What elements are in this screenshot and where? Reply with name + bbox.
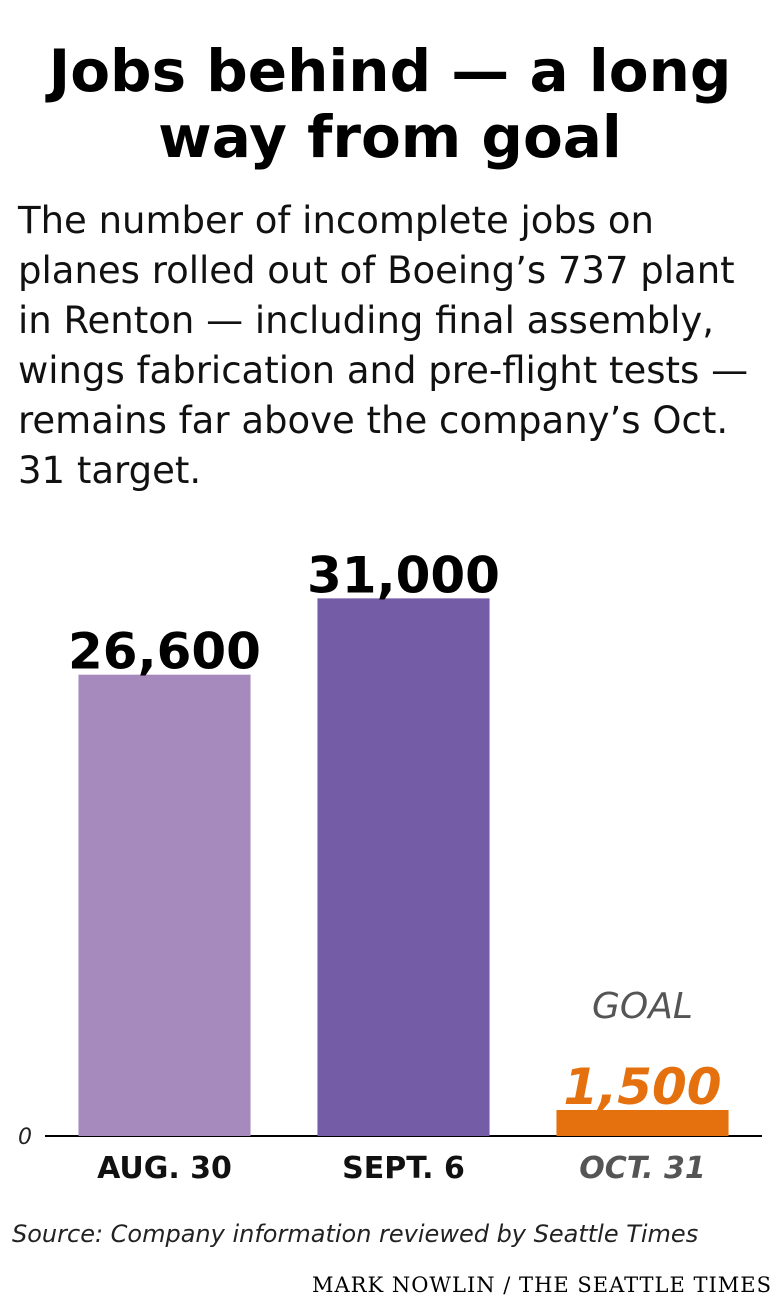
bar bbox=[556, 1109, 729, 1136]
x-tick-label: OCT. 31 bbox=[579, 1151, 705, 1186]
value-label: 31,000 bbox=[307, 546, 500, 604]
bar bbox=[78, 674, 251, 1136]
chart-subtitle: The number of incomplete jobs on planes … bbox=[18, 199, 749, 492]
value-label: 1,500 bbox=[563, 1058, 721, 1116]
value-label: 26,600 bbox=[68, 623, 261, 681]
bar bbox=[317, 598, 490, 1136]
chart-title: Jobs behind — a long way from goal bbox=[48, 37, 732, 171]
credit: MARK NOWLIN / THE SEATTLE TIMES bbox=[312, 1273, 772, 1297]
source: Source: Company information reviewed by … bbox=[12, 1220, 698, 1248]
y-tick-label: 0 bbox=[18, 1125, 32, 1150]
x-tick-label: AUG. 30 bbox=[97, 1151, 232, 1186]
x-tick-label: SEPT. 6 bbox=[342, 1151, 465, 1186]
annotation: GOAL bbox=[592, 986, 693, 1027]
